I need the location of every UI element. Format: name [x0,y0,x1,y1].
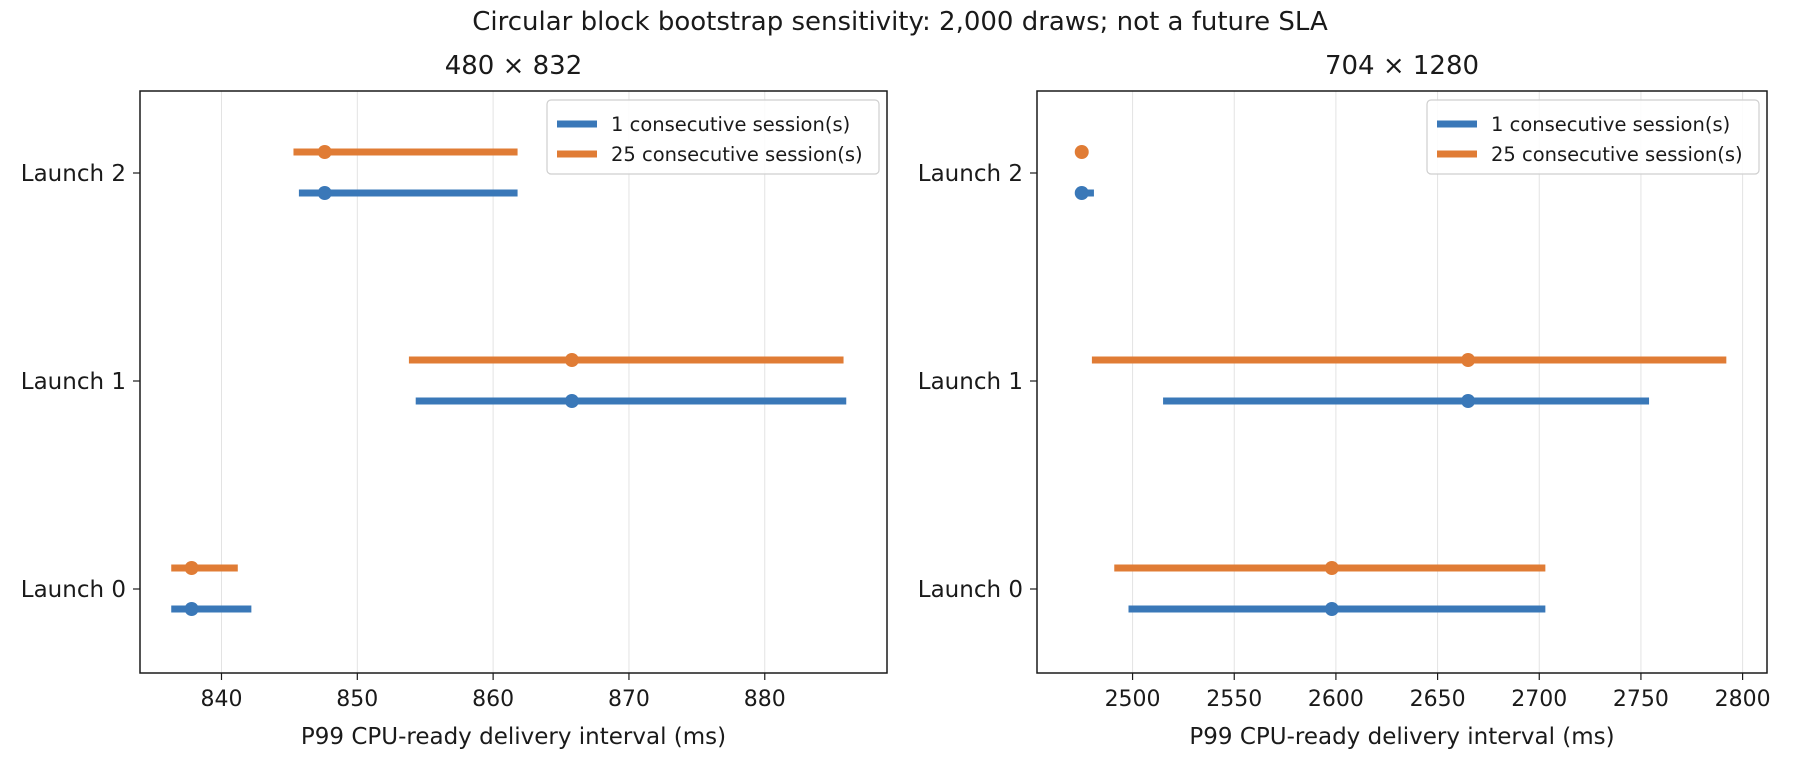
y-tick-label: Launch 0 [918,577,1023,603]
x-tick-label: 2600 [1308,687,1364,712]
point-estimate [564,394,579,408]
x-axis-label: P99 CPU-ready delivery interval (ms) [301,724,726,750]
x-tick-label: 880 [744,687,786,712]
y-tick-label: Launch 2 [918,161,1023,187]
x-tick-label: 2500 [1105,687,1161,712]
x-tick-label: 2550 [1206,687,1262,712]
x-tick-label: 870 [608,687,650,712]
point-estimate [1074,145,1089,159]
legend-box [546,99,880,175]
x-tick-label: 2800 [1715,687,1771,712]
axes-frame [1036,90,1768,674]
point-estimate [1324,561,1339,575]
x-tick-label: 2650 [1410,687,1466,712]
x-tick-label: 850 [336,687,378,712]
x-tick-label: 860 [472,687,514,712]
panel-title: 704 × 1280 [1325,51,1479,81]
y-tick-label: Launch 2 [21,161,126,187]
panel-title: 480 × 832 [445,51,583,81]
axes-frame [139,90,888,674]
point-estimate [184,561,199,575]
y-tick-label: Launch 1 [918,369,1023,395]
legend-box [1426,99,1760,175]
point-estimate [1461,394,1476,408]
x-axis-label: P99 CPU-ready delivery interval (ms) [1189,724,1614,750]
legend-label: 1 consecutive session(s) [611,113,850,136]
point-estimate [564,353,579,367]
x-tick-label: 840 [200,687,242,712]
legend-label: 1 consecutive session(s) [1491,113,1730,136]
point-estimate [317,145,332,159]
point-estimate [1074,186,1089,200]
y-tick-label: Launch 1 [21,369,126,395]
point-estimate [317,186,332,200]
legend-label: 25 consecutive session(s) [1491,143,1743,166]
x-tick-label: 2700 [1511,687,1567,712]
legend-label: 25 consecutive session(s) [611,143,863,166]
figure-title: Circular block bootstrap sensitivity: 2,… [472,7,1328,37]
point-estimate [184,602,199,616]
point-estimate [1324,602,1339,616]
x-tick-label: 2750 [1613,687,1669,712]
point-estimate [1461,353,1476,367]
y-tick-label: Launch 0 [21,577,126,603]
